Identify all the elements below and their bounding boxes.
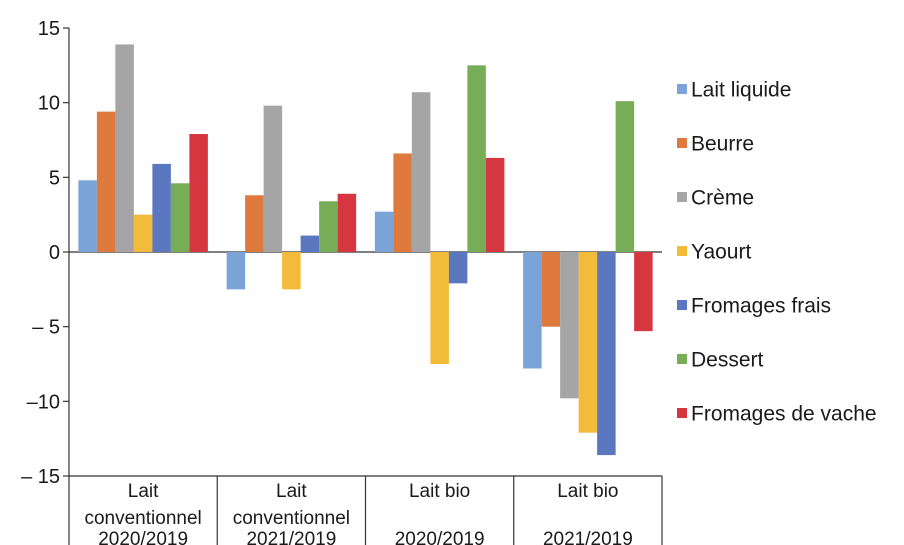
y-tick-label: 15 [38, 18, 60, 40]
bar [245, 195, 264, 252]
bar [541, 252, 561, 327]
category-label: 2021/2019 [246, 529, 336, 545]
legend-label: Fromages de vache [691, 403, 877, 426]
y-tick-label: 10 [38, 93, 60, 115]
legend-swatch [677, 84, 687, 94]
legend-label: Crème [691, 187, 754, 210]
bar [485, 157, 505, 252]
y-tick-label: – 15 [21, 466, 60, 488]
bar [263, 105, 283, 252]
legend-swatch [677, 138, 687, 148]
bar [448, 252, 468, 284]
bar [115, 44, 134, 252]
bar [634, 252, 653, 332]
bar [393, 153, 412, 252]
legend-label: Beurre [691, 133, 754, 156]
category-label: Lait [276, 481, 307, 502]
y-tick-label: 0 [49, 242, 60, 264]
legend-swatch [677, 192, 687, 202]
y-tick-label: – 5 [32, 317, 60, 339]
legend-label: Fromages frais [691, 295, 831, 318]
bar [523, 252, 542, 369]
bar [189, 134, 208, 252]
legend-swatch [677, 300, 687, 310]
bar [615, 101, 635, 252]
bar [560, 252, 579, 399]
bar [152, 163, 171, 252]
axes: 15 10 5 0 – 5 –10 – 15 [21, 18, 663, 545]
category-label: Lait bio [409, 481, 470, 502]
y-tick-label: 5 [49, 167, 60, 189]
bar [430, 252, 449, 364]
bar [133, 214, 153, 252]
category-label: Lait [128, 481, 159, 502]
category-label: conventionnel [233, 508, 350, 529]
bar [597, 252, 616, 456]
legend-swatch [677, 354, 687, 364]
y-tick-label: –10 [27, 391, 60, 413]
legend-label: Lait liquide [691, 79, 791, 102]
bar [226, 252, 246, 290]
category-label: 2020/2019 [395, 529, 485, 545]
category-label: 2021/2019 [543, 529, 633, 545]
bar [282, 252, 301, 290]
legend: Lait liquide Beurre Crème Yaourt Fromages fr… [677, 79, 877, 426]
bar [374, 211, 394, 252]
category-label: conventionnel [84, 508, 201, 529]
bar [411, 92, 431, 252]
bar [78, 180, 97, 252]
legend-swatch [677, 246, 687, 256]
bar [170, 183, 190, 252]
category-labels: Laitconventionnel2020/2019Laitconvention… [84, 481, 632, 545]
bar [467, 65, 486, 252]
bar [337, 193, 357, 252]
bar [96, 111, 116, 252]
legend-label: Dessert [691, 349, 764, 372]
bar [300, 235, 320, 252]
legend-label: Yaourt [691, 241, 751, 264]
bar [319, 201, 338, 252]
legend-swatch [677, 408, 687, 418]
bars [78, 44, 653, 456]
bar [578, 252, 598, 433]
category-label: Lait bio [557, 481, 618, 502]
category-label: 2020/2019 [98, 529, 188, 545]
